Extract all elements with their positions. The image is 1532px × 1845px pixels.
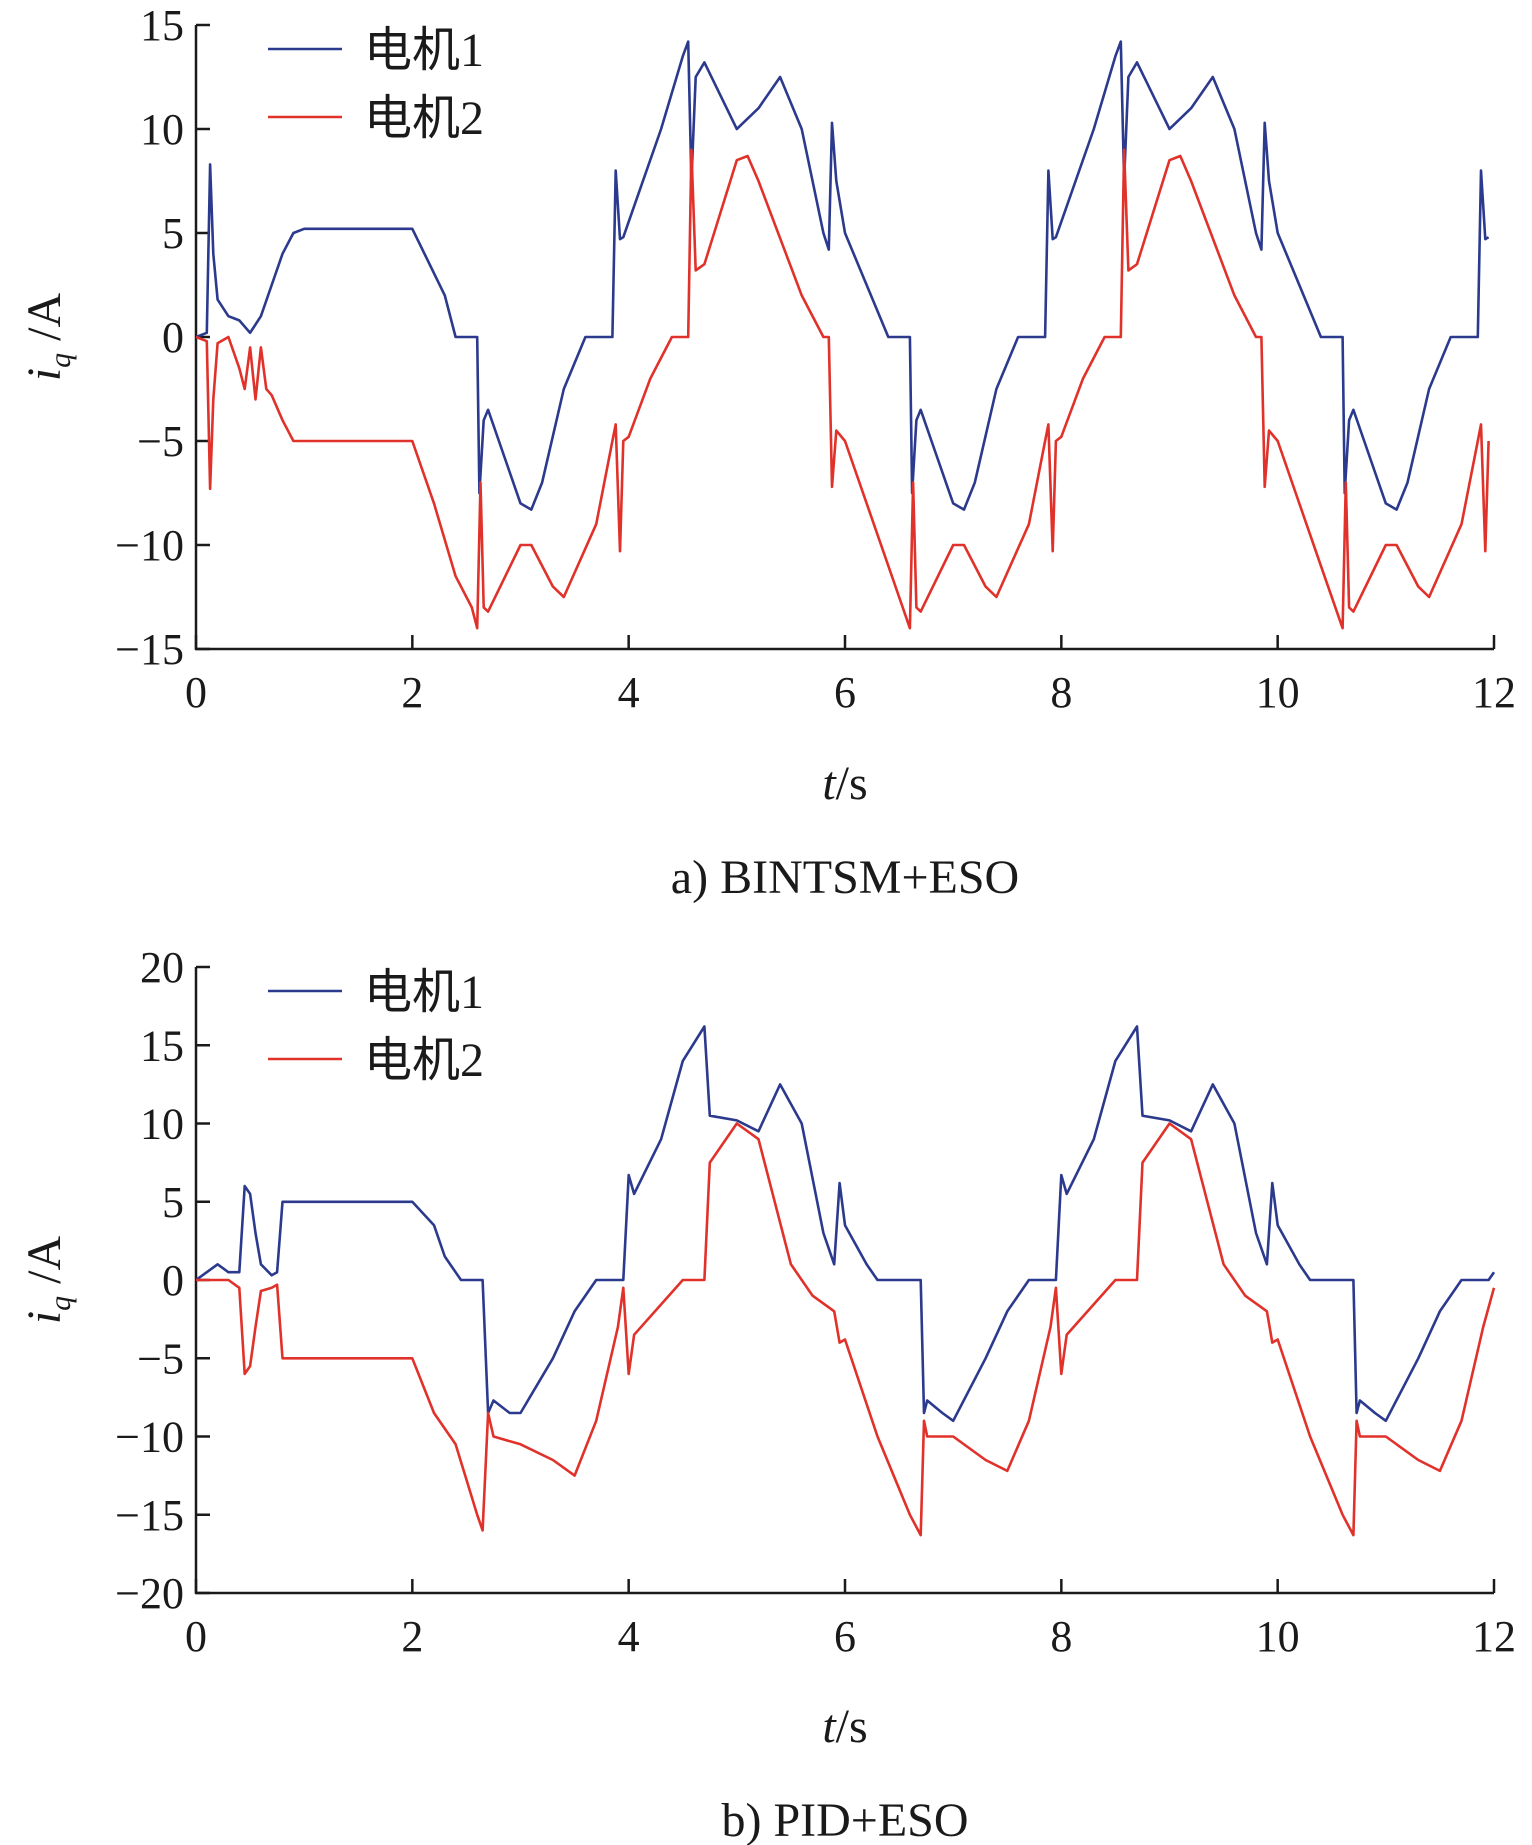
x-tick-label: 2 xyxy=(401,668,423,717)
y-axis-label-subscript: q xyxy=(44,353,77,368)
x-axis-label: t/s xyxy=(822,1700,867,1753)
x-axis-label-symbol: t xyxy=(822,757,837,810)
y-axis-label-symbol: i xyxy=(18,1311,71,1324)
x-tick-label: 8 xyxy=(1050,1612,1072,1661)
y-tick-label: 10 xyxy=(140,105,184,154)
chart-caption: b) PID+ESO xyxy=(721,1794,968,1845)
x-tick-label: 10 xyxy=(1256,1612,1300,1661)
y-tick-label: −15 xyxy=(115,1491,184,1540)
y-tick-label: 5 xyxy=(162,209,184,258)
y-axis-label-unit: /A xyxy=(18,1235,71,1295)
y-tick-label: −15 xyxy=(115,625,184,674)
x-axis-label: t/s xyxy=(822,757,867,810)
y-tick-label: 10 xyxy=(140,1100,184,1149)
x-tick-label: 0 xyxy=(185,668,207,717)
x-tick-label: 6 xyxy=(834,1612,856,1661)
y-tick-label: 5 xyxy=(162,1178,184,1227)
x-axis-label-unit: /s xyxy=(836,1700,868,1753)
x-axis-label-unit: /s xyxy=(836,757,868,810)
series-line-motor1 xyxy=(196,1025,1496,1423)
series-line-motor2 xyxy=(196,148,1490,630)
y-axis-label-symbol: i xyxy=(18,368,71,381)
y-tick-label: 15 xyxy=(140,1021,184,1070)
y-axis-label: iq /A xyxy=(18,292,77,381)
y-axis-label-unit: /A xyxy=(18,292,71,352)
x-tick-label: 0 xyxy=(185,1612,207,1661)
chart-caption: a) BINTSM+ESO xyxy=(671,851,1019,904)
y-tick-label: −5 xyxy=(137,1334,184,1383)
x-tick-label: 4 xyxy=(618,1612,640,1661)
x-tick-label: 4 xyxy=(618,668,640,717)
y-axis-label-subscript: q xyxy=(44,1296,77,1311)
legend-label-motor1: 电机1 xyxy=(364,24,484,77)
x-tick-label: 12 xyxy=(1472,1612,1516,1661)
x-tick-label: 12 xyxy=(1472,668,1516,717)
y-tick-label: −10 xyxy=(115,1413,184,1462)
x-tick-label: 6 xyxy=(834,668,856,717)
legend-label-motor2: 电机2 xyxy=(364,92,484,145)
series-line-motor1 xyxy=(196,40,1490,511)
y-axis-label: iq /A xyxy=(18,1235,77,1324)
y-tick-label: 15 xyxy=(140,1,184,50)
y-tick-label: −5 xyxy=(137,417,184,466)
y-tick-label: 0 xyxy=(162,313,184,362)
x-tick-label: 8 xyxy=(1050,668,1072,717)
series-line-motor2 xyxy=(196,1122,1496,1537)
x-tick-label: 10 xyxy=(1256,668,1300,717)
y-tick-label: 20 xyxy=(140,943,184,992)
x-axis-label-symbol: t xyxy=(822,1700,837,1753)
y-tick-label: −10 xyxy=(115,521,184,570)
y-tick-label: −20 xyxy=(115,1569,184,1618)
legend-label-motor1: 电机1 xyxy=(364,966,484,1019)
x-tick-label: 2 xyxy=(401,1612,423,1661)
legend-label-motor2: 电机2 xyxy=(364,1034,484,1087)
y-tick-label: 0 xyxy=(162,1256,184,1305)
